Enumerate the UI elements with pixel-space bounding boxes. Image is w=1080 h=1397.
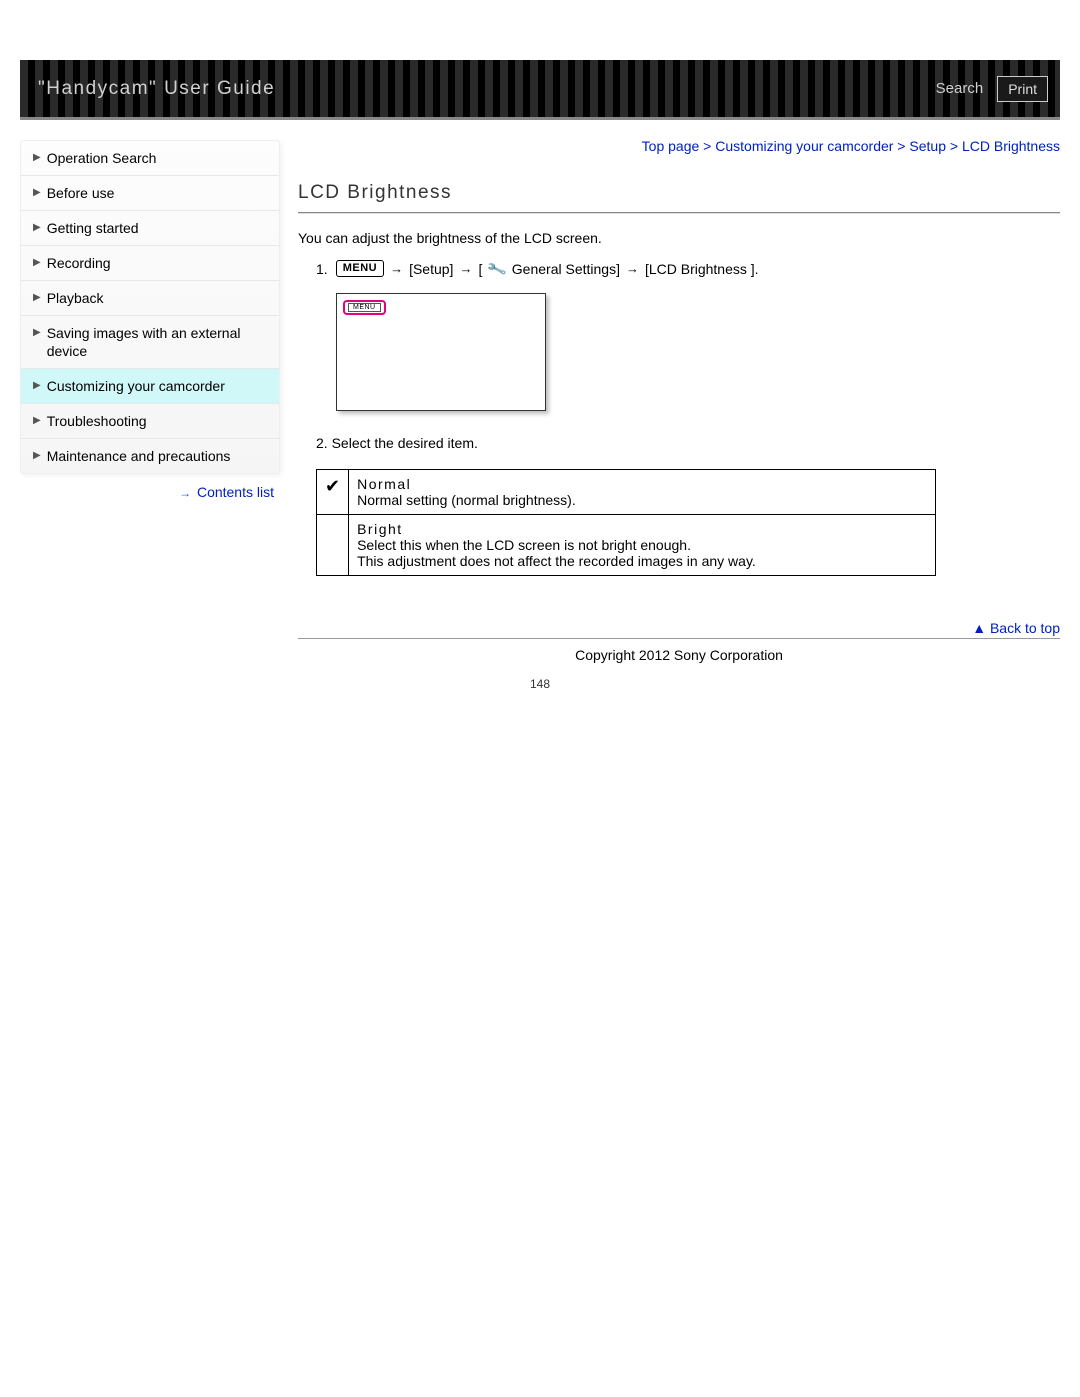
breadcrumb-sep: > xyxy=(699,138,715,154)
breadcrumb[interactable]: Top page > Customizing your camcorder > … xyxy=(298,138,1060,154)
page-title: LCD Brightness xyxy=(298,182,1060,204)
screen-illustration: MENU xyxy=(336,293,546,411)
sidebar-item-label: Customizing your camcorder xyxy=(47,377,269,395)
breadcrumb-part[interactable]: Setup xyxy=(909,138,946,154)
breadcrumb-part[interactable]: LCD Brightness xyxy=(962,138,1060,154)
sidebar-item[interactable]: ▶ Getting started xyxy=(21,211,279,246)
search-link[interactable]: Search xyxy=(936,80,984,97)
contents-list-row: → Contents list xyxy=(20,484,280,500)
contents-list-link[interactable]: Contents list xyxy=(197,484,274,500)
flow-general: General Settings] xyxy=(512,261,620,277)
header-actions: Search Print xyxy=(936,76,1048,102)
triangle-right-icon: ▶ xyxy=(33,219,41,237)
sidebar-item-label: Saving images with an external device xyxy=(47,324,269,360)
table-row: ✔ NormalNormal setting (normal brightness… xyxy=(317,470,936,515)
step-1: 1. MENU → [Setup] → [🔧General Settings] … xyxy=(316,260,1060,277)
option-check-cell xyxy=(317,515,349,576)
sidebar-column: ▶ Operation Search ▶ Before use ▶ Getting sta… xyxy=(20,140,294,500)
sidebar-item[interactable]: ▶ Maintenance and precautions xyxy=(21,439,279,473)
copyright-text: Copyright 2012 Sony Corporation xyxy=(298,639,1060,663)
option-name: Normal xyxy=(357,476,927,492)
options-table: ✔ NormalNormal setting (normal brightness… xyxy=(316,469,936,576)
guide-title: "Handycam" User Guide xyxy=(38,78,275,100)
option-desc-cell: BrightSelect this when the LCD screen is… xyxy=(349,515,936,576)
triangle-right-icon: ▶ xyxy=(33,412,41,430)
main-content: Top page > Customizing your camcorder > … xyxy=(294,140,1060,663)
flow-final: [LCD Brightness ]. xyxy=(645,261,759,277)
table-row: BrightSelect this when the LCD screen is… xyxy=(317,515,936,576)
option-desc-line: Normal setting (normal brightness). xyxy=(357,492,927,508)
sidebar-item-label: Troubleshooting xyxy=(47,412,269,430)
step-2: 2. Select the desired item. xyxy=(316,435,1060,451)
triangle-up-icon: ▲ xyxy=(972,620,986,636)
sidebar-item[interactable]: ▶ Recording xyxy=(21,246,279,281)
menu-highlight-box: MENU xyxy=(343,300,386,315)
triangle-right-icon: ▶ xyxy=(33,324,41,342)
title-rule xyxy=(298,212,1060,214)
back-to-top-link[interactable]: ▲ Back to top xyxy=(298,620,1060,636)
menu-inner-label: MENU xyxy=(348,303,381,312)
sidebar-item[interactable]: ▶ Operation Search xyxy=(21,141,279,176)
sidebar-item-label: Maintenance and precautions xyxy=(47,447,269,465)
step-2-number: 2. xyxy=(316,435,328,451)
arrow-right-icon: → xyxy=(626,261,639,276)
option-check-cell: ✔ xyxy=(317,470,349,515)
wrench-icon: 🔧 xyxy=(486,259,507,278)
triangle-right-icon: ▶ xyxy=(33,254,41,272)
sidebar-item-label: Recording xyxy=(47,254,269,272)
breadcrumb-part[interactable]: Top page xyxy=(642,138,700,154)
breadcrumb-sep: > xyxy=(946,138,962,154)
flow-setup: [Setup] xyxy=(409,261,453,277)
option-desc-cell: NormalNormal setting (normal brightness)… xyxy=(349,470,936,515)
page-number: 148 xyxy=(530,677,550,691)
header-bar: "Handycam" User Guide Search Print xyxy=(20,60,1060,120)
sidebar-item-label: Before use xyxy=(47,184,269,202)
option-desc-line: This adjustment does not affect the reco… xyxy=(357,553,927,569)
option-desc-line: Select this when the LCD screen is not b… xyxy=(357,537,927,553)
option-name: Bright xyxy=(357,521,927,537)
sidebar-item-label: Getting started xyxy=(47,219,269,237)
print-button[interactable]: Print xyxy=(997,76,1048,102)
triangle-right-icon: ▶ xyxy=(33,149,41,167)
sidebar-item[interactable]: ▶ Before use xyxy=(21,176,279,211)
triangle-right-icon: ▶ xyxy=(33,184,41,202)
triangle-right-icon: ▶ xyxy=(33,447,41,465)
arrow-right-icon: → xyxy=(390,261,403,276)
sidebar-item[interactable]: ▶ Troubleshooting xyxy=(21,404,279,439)
sidebar-item[interactable]: ▶ Playback xyxy=(21,281,279,316)
sidebar-item-label: Operation Search xyxy=(47,149,269,167)
sidebar-item-label: Playback xyxy=(47,289,269,307)
triangle-right-icon: ▶ xyxy=(33,289,41,307)
back-to-top-label: Back to top xyxy=(990,620,1060,636)
sidebar-item[interactable]: ▶ Customizing your camcorder xyxy=(21,369,279,404)
sidebar-item[interactable]: ▶ Saving images with an external device xyxy=(21,316,279,369)
menu-button-icon: MENU xyxy=(336,260,384,277)
breadcrumb-part[interactable]: Customizing your camcorder xyxy=(715,138,893,154)
breadcrumb-sep: > xyxy=(893,138,909,154)
flow-general-open: [ xyxy=(478,261,482,277)
intro-text: You can adjust the brightness of the LCD… xyxy=(298,230,1060,246)
arrow-right-icon: → xyxy=(179,486,191,500)
triangle-right-icon: ▶ xyxy=(33,377,41,395)
step-2-text: Select the desired item. xyxy=(332,435,478,451)
checkmark-icon: ✔ xyxy=(325,476,340,496)
arrow-right-icon: → xyxy=(459,261,472,276)
step-1-number: 1. xyxy=(316,261,328,277)
sidebar-nav: ▶ Operation Search ▶ Before use ▶ Getting sta… xyxy=(20,140,280,474)
